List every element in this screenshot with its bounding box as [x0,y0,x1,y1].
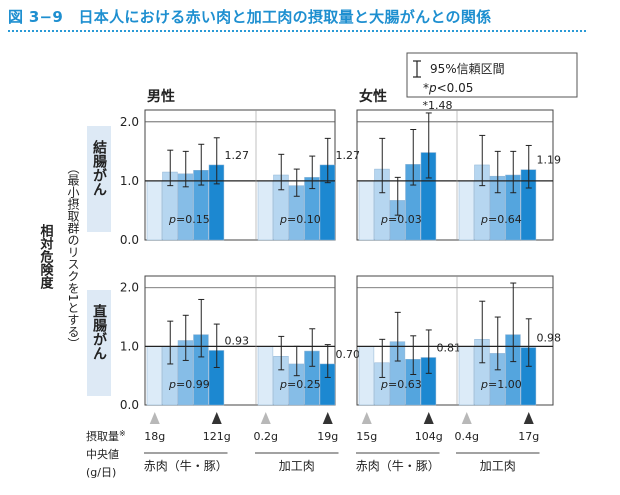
intake-high-triangle [423,412,434,424]
p-value-number: =0.63 [388,378,422,391]
p-value-label: p=0.25 [279,378,321,391]
panel-3: *1.48p=0.03 [356,99,554,241]
intake-low-triangle [361,412,372,424]
y-tick-label: 0.0 [120,233,139,247]
p-value-label: p=0.64 [480,213,522,226]
value-label: 1.27 [336,149,361,162]
value-label: 0.81 [437,342,462,355]
header-male: 男性 [147,88,175,105]
p-value-label: p=1.00 [480,378,522,391]
intake-high-value: 19g [317,430,338,443]
bar [358,346,375,406]
p-value-italic: p [380,213,388,226]
p-value-label: p=0.10 [279,213,321,226]
p-value-label: p=0.99 [168,378,210,391]
panel-frame [356,275,554,406]
y-tick-label: 0.0 [120,398,139,412]
intake-low-value: 0.2g [254,430,278,443]
legend-box [406,52,578,98]
panel-7: 0.81p=0.63 [356,275,554,406]
intake-label-line1: 摂取量※ [86,429,126,443]
y-axis-subtitle: （最小摂取群のリスクを1とする） [66,162,80,350]
p-value-number: =1.00 [488,378,522,391]
intake-low-value: 18g [144,430,165,443]
intake-low-triangle [149,412,160,424]
y-axis-title: 相対危険度 [38,223,55,290]
figure-title: 図 3−9 日本人における赤い肉と加工肉の摂取量と大腸がんとの関係 [8,8,492,26]
p-value-italic: p [168,378,176,391]
y-tick-label: 2.0 [120,115,139,129]
p-value-number: =0.10 [287,213,321,226]
p-value-number: =0.64 [488,213,522,226]
row-label-box-2 [87,290,111,396]
panel-5: 0.93p=0.99 [144,275,336,406]
value-label: 1.27 [225,149,250,162]
panel-frame [356,109,554,241]
legend-p-threshold: <0.05 [437,81,474,95]
header-female: 女性 [359,88,387,105]
intake-high-triangle [211,412,222,424]
row-label-box-1 [87,126,111,232]
bar [458,346,475,406]
intake-low-value: 15g [356,430,377,443]
legend-ci-label: 95%信頼区間 [430,62,505,76]
panel-2: 1.27p=0.10 [145,110,361,241]
p-value-italic: p [168,213,176,226]
food-group-label: 赤肉（牛・豚） [356,458,440,473]
bar [257,346,274,406]
p-value-number: =0.99 [176,378,210,391]
bar [257,180,274,241]
intake-label-line2: 中央値 [86,448,119,461]
p-value-italic: p [480,213,488,226]
intake-high-value: 121g [203,430,231,443]
bar [146,346,163,406]
food-group-label: 加工肉 [279,459,315,473]
p-value-italic: p [480,378,488,391]
p-value-italic: p [380,378,388,391]
p-value-number: =0.03 [388,213,422,226]
p-value-number: =0.15 [176,213,210,226]
p-value-number: =0.25 [287,378,321,391]
p-value-italic: p [279,378,287,391]
panel-frame [144,275,336,406]
row-label-2: 直腸がん [91,303,107,360]
intake-low-value: 0.4g [455,430,479,443]
value-label: 0.98 [537,332,562,345]
y-tick-label: 1.0 [120,174,139,188]
bar [458,180,475,241]
p-value-label: p=0.15 [168,213,210,226]
legend-p-italic: p [428,81,437,95]
intake-high-triangle [322,412,333,424]
value-label: 0.70 [336,348,361,361]
panel-8: 0.98p=1.00 [357,276,562,406]
p-value-label: p=0.63 [380,378,422,391]
intake-label-line3: (g/日) [86,466,116,479]
p-value-label: p=0.03 [380,213,422,226]
panel-6: 0.70p=0.25 [145,276,361,406]
bar [358,180,375,241]
intake-high-value: 104g [415,430,443,443]
intake-high-triangle [523,412,534,424]
legend: 95%信頼区間*p<0.05 [406,52,578,98]
value-label: *1.48 [423,99,453,112]
intake-low-triangle [260,412,271,424]
food-group-label: 赤肉（牛・豚） [144,458,228,473]
p-value-italic: p [279,213,287,226]
y-tick-label: 1.0 [120,339,139,353]
intake-high-value: 17g [518,430,539,443]
y-tick-label: 2.0 [120,281,139,295]
food-group-label: 加工肉 [480,459,516,473]
intake-low-triangle [461,412,472,424]
value-label: 1.19 [537,154,562,167]
panel-4: 1.19p=0.64 [357,110,562,241]
legend-p-label: *p<0.05 [423,81,473,95]
value-label: 0.93 [225,334,250,347]
bar [146,180,163,241]
row-label-1: 結腸がん [91,139,107,196]
legend-p-star: * [423,81,429,95]
title-divider [8,30,586,32]
intake-label-note: ※ [119,429,126,438]
